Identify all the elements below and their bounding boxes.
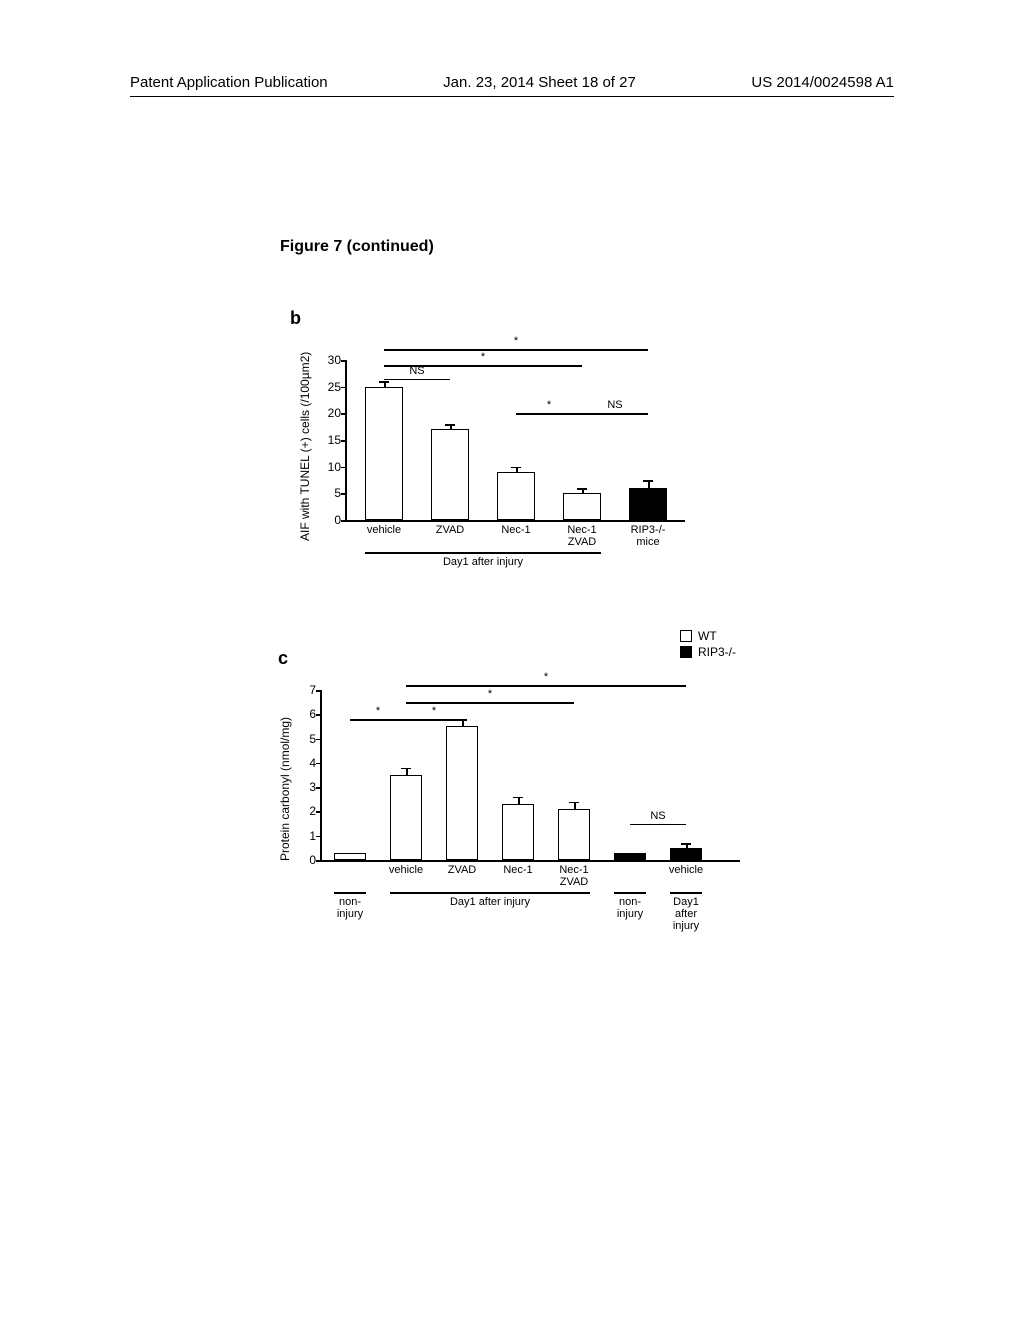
chart-b-bar bbox=[431, 429, 469, 520]
chart-c-bar bbox=[446, 726, 478, 860]
header-center: Jan. 23, 2014 Sheet 18 of 27 bbox=[443, 74, 636, 91]
header-right: US 2014/0024598 A1 bbox=[751, 74, 894, 91]
chart-b-bar bbox=[563, 493, 601, 520]
chart-b-bar bbox=[497, 472, 535, 520]
chart-c-bar bbox=[558, 809, 590, 860]
chart-c-bar bbox=[670, 848, 702, 860]
page-header: Patent Application Publication Jan. 23, … bbox=[0, 74, 1024, 91]
chart-c-bar bbox=[334, 853, 366, 860]
legend-swatch bbox=[680, 646, 692, 658]
chart-c-bar bbox=[502, 804, 534, 860]
chart-c-bar bbox=[390, 775, 422, 860]
chart-b-bar bbox=[365, 387, 403, 520]
chart-b-bar bbox=[629, 488, 667, 520]
chart-b: b AIF with TUNEL (+) cells (/100µm2)0510… bbox=[290, 290, 730, 570]
figure-title: Figure 7 (continued) bbox=[280, 238, 434, 256]
panel-label-b: b bbox=[290, 308, 301, 329]
chart-c: c Protein carbonyl (nmol/mg)01234567vehi… bbox=[260, 620, 760, 930]
legend-label: RIP3-/- bbox=[698, 645, 736, 659]
legend-label: WT bbox=[698, 629, 717, 643]
panel-label-c: c bbox=[278, 648, 288, 669]
chart-c-bar bbox=[614, 853, 646, 860]
header-left: Patent Application Publication bbox=[130, 74, 328, 91]
header-divider bbox=[130, 96, 894, 97]
legend-swatch bbox=[680, 630, 692, 642]
